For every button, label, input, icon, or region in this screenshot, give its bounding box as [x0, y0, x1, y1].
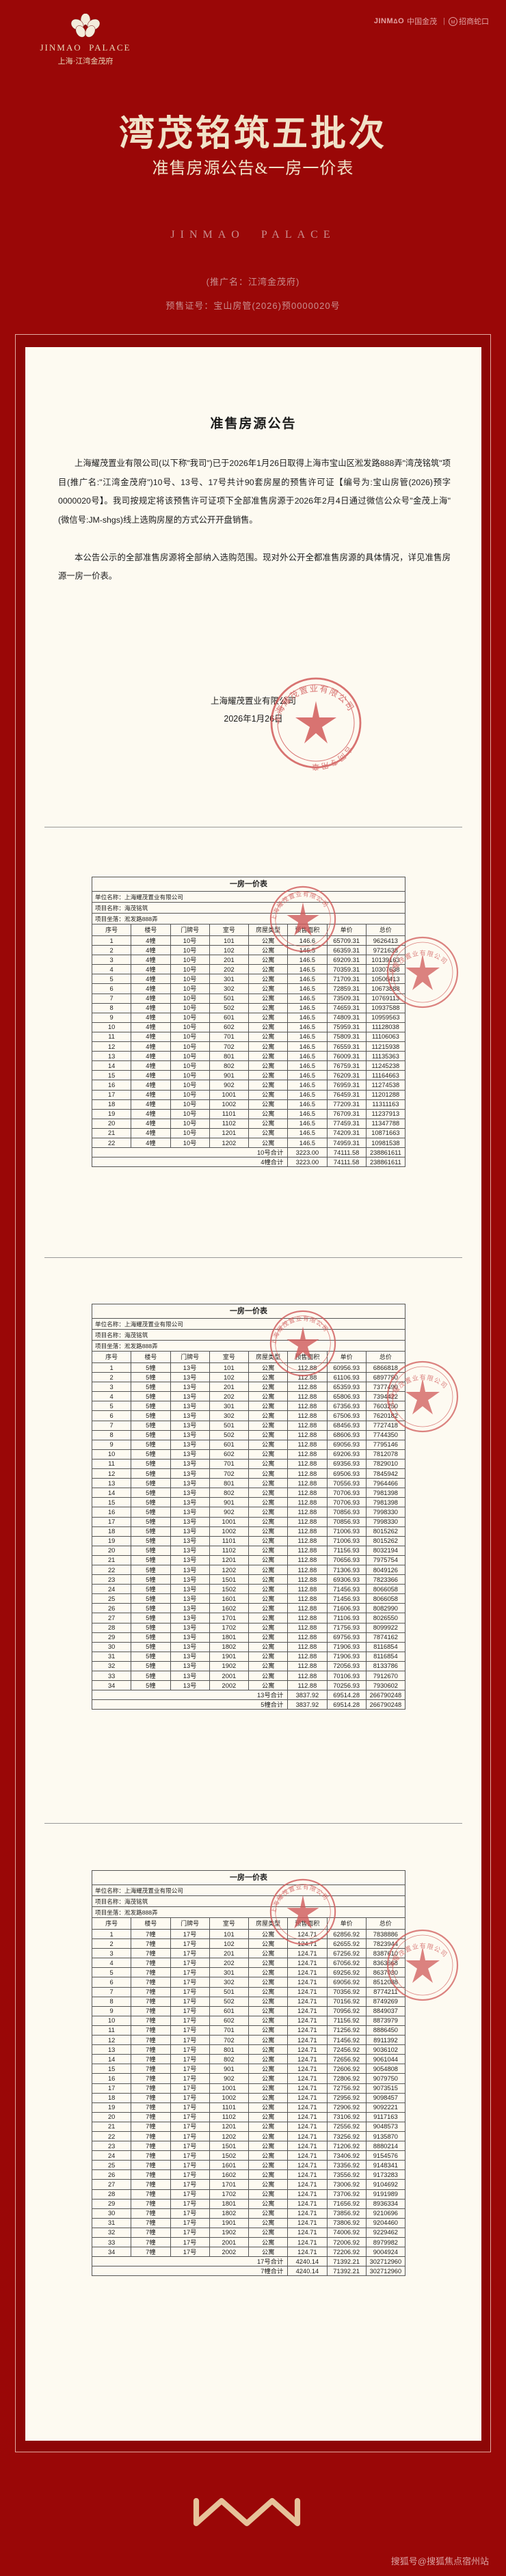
svg-text:合同专用章: 合同专用章	[310, 745, 355, 772]
svg-text:M: M	[451, 20, 455, 25]
